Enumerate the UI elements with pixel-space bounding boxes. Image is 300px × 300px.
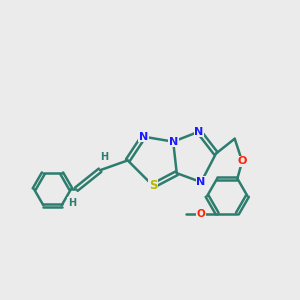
Text: N: N [194,127,204,136]
Text: H: H [68,198,76,208]
Text: S: S [149,179,157,192]
Text: N: N [196,177,206,187]
Text: N: N [169,137,178,147]
Text: O: O [196,208,205,219]
Text: O: O [238,156,247,166]
Text: H: H [100,152,108,161]
Text: N: N [139,132,148,142]
